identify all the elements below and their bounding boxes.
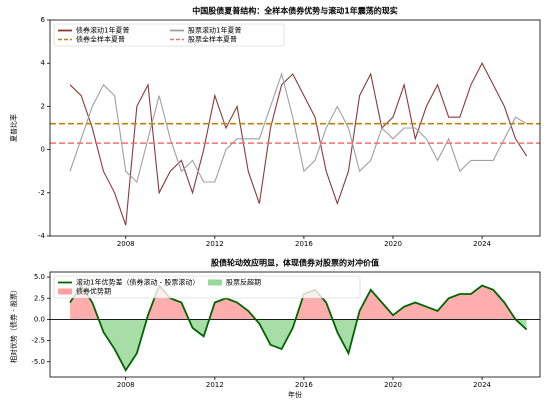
x-tick-label: 2020 <box>384 381 402 389</box>
y-tick-label: -5.0 <box>31 358 45 366</box>
y-tick-label: 5.0 <box>34 273 45 281</box>
legend-label: 债券优势期 <box>76 287 111 296</box>
y-axis-label: 相对优势（债券 - 股票） <box>9 286 18 363</box>
x-tick-label: 2008 <box>117 381 135 389</box>
legend-box <box>53 275 361 299</box>
legend-label: 债券全样本夏普 <box>76 35 125 44</box>
x-tick-label: 2016 <box>295 240 313 248</box>
y-tick-label: 4 <box>41 59 46 67</box>
y-tick-label: -2 <box>38 189 45 197</box>
y-tick-label: -2.5 <box>31 337 45 345</box>
legend-label: 股票反超期 <box>226 278 261 287</box>
y-tick-label: -4 <box>38 232 46 240</box>
x-tick-label: 2008 <box>117 240 135 248</box>
plot-frame <box>49 19 541 237</box>
y-tick-label: 2.5 <box>34 294 45 302</box>
y-axis-label: 夏普比率 <box>9 114 18 142</box>
x-tick-label: 2024 <box>473 381 491 389</box>
x-tick-label: 2020 <box>384 240 402 248</box>
legend-label: 股票滚动1年夏普 <box>188 26 241 35</box>
series-line <box>69 283 528 372</box>
chart-title: 股债轮动效应明显，体现债券对股票的对冲价值 <box>211 258 379 268</box>
legend-label: 滚动1年优势差（债券滚动 - 股票滚动） <box>76 278 199 287</box>
area-fill <box>98 319 527 371</box>
legend-label: 债券滚动1年夏普 <box>76 26 129 35</box>
x-tick-label: 2016 <box>295 381 313 389</box>
series-line <box>69 61 528 226</box>
y-tick-label: 2 <box>41 102 45 110</box>
x-tick-label: 2012 <box>206 240 224 248</box>
legend-swatch <box>58 288 72 295</box>
legend-label: 股票全样本夏普 <box>188 35 237 44</box>
y-tick-label: 6 <box>41 16 46 24</box>
y-tick-label: 0 <box>41 146 45 154</box>
y-tick-label: 0.0 <box>34 315 45 323</box>
legend-swatch <box>208 279 222 286</box>
x-axis-label: 年份 <box>288 390 302 399</box>
x-tick-label: 2024 <box>473 240 491 248</box>
series-line <box>69 72 527 184</box>
plot-frame <box>49 271 541 378</box>
legend-box <box>53 23 285 47</box>
x-tick-label: 2012 <box>206 381 224 389</box>
chart-title: 中国股债夏普结构：全样本债券优势与滚动1年震荡的现实 <box>192 6 398 16</box>
